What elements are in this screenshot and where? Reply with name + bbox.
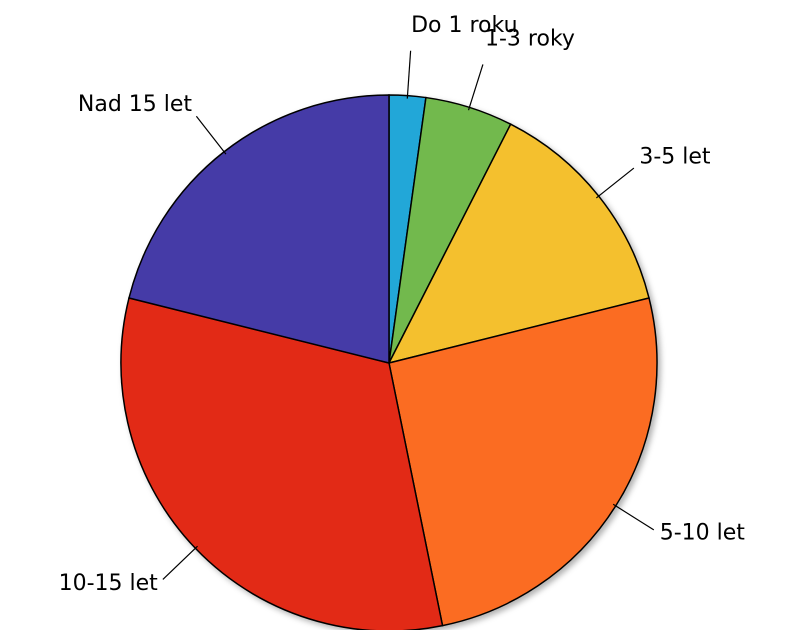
slice-label: Nad 15 let (78, 92, 193, 117)
leader-line (595, 167, 635, 199)
slice-label: 1-3 roky (485, 27, 575, 52)
leader-line (406, 50, 412, 99)
slice-label: 5-10 let (660, 521, 746, 546)
slice-label: 10-15 let (59, 571, 159, 596)
leader-line (467, 64, 484, 111)
pie (120, 94, 658, 630)
slice-label: 3-5 let (639, 145, 711, 170)
leader-line (195, 115, 227, 155)
leader-line (612, 503, 655, 531)
slice-label: Do 1 roku (411, 13, 517, 38)
leader-line (162, 545, 198, 580)
